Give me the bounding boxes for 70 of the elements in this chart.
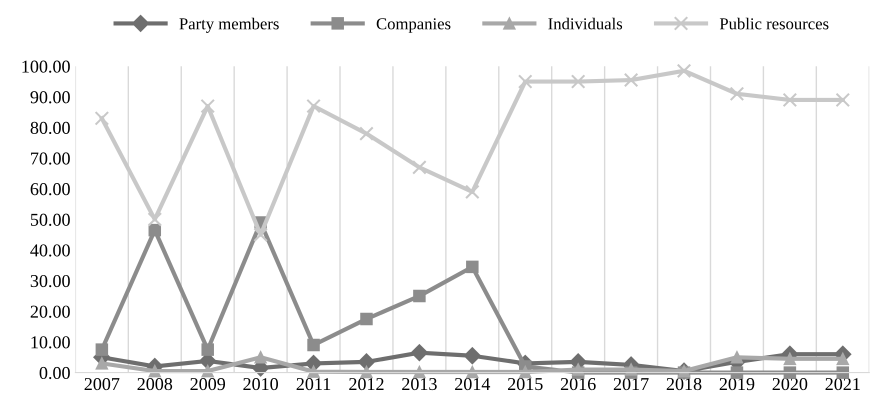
point <box>96 343 108 356</box>
point <box>466 260 479 274</box>
point <box>412 160 427 175</box>
point <box>730 86 744 102</box>
point <box>624 72 638 88</box>
point <box>730 351 744 364</box>
legend-label: Companies <box>376 18 450 33</box>
point <box>784 352 796 366</box>
point <box>836 366 850 379</box>
point <box>358 353 376 370</box>
point <box>410 344 428 362</box>
point <box>784 366 796 379</box>
point <box>147 212 162 227</box>
point <box>148 224 162 236</box>
x-tick-label: 2018 <box>666 378 702 390</box>
x-tick-label: 2013 <box>402 378 437 390</box>
legend-label: Public resources <box>720 18 828 30</box>
point <box>96 357 108 370</box>
point <box>148 364 162 378</box>
y-tick-label: 30.00 <box>30 274 70 288</box>
point <box>465 184 480 200</box>
point <box>307 365 320 378</box>
y-tick-label: 60.00 <box>30 183 70 196</box>
x-tick-label: 2017 <box>614 378 649 390</box>
y-tick-label: 10.00 <box>31 336 70 348</box>
x-tick-label: 2011 <box>296 378 330 390</box>
point <box>518 74 533 89</box>
legend-label: Individuals <box>548 18 622 30</box>
point <box>782 92 798 108</box>
y-tick-label: 100.00 <box>22 60 70 73</box>
x-tick-label: 2008 <box>138 378 172 390</box>
x-tick-label: 2015 <box>508 378 543 390</box>
point <box>94 111 110 126</box>
point <box>413 290 426 302</box>
point <box>466 366 479 378</box>
point <box>413 366 426 378</box>
point <box>624 363 638 376</box>
legend-label: Party members <box>179 18 279 33</box>
point <box>201 364 214 378</box>
point <box>836 352 850 366</box>
x-tick-label: 2016 <box>560 378 596 390</box>
point <box>254 351 267 364</box>
point <box>572 363 584 376</box>
point <box>360 312 373 326</box>
y-tick-label: 0.00 <box>40 366 70 380</box>
x-tick-label: 2010 <box>243 378 278 390</box>
x-tick-label: 2009 <box>190 378 226 390</box>
point <box>200 98 215 114</box>
point <box>359 126 374 141</box>
point <box>676 64 692 78</box>
point <box>306 98 321 114</box>
point <box>253 227 268 242</box>
point <box>201 343 214 356</box>
x-tick-label: 2019 <box>720 378 754 390</box>
point <box>307 338 320 352</box>
y-tick-label: 90.00 <box>30 91 70 104</box>
y-tick-label: 20.00 <box>30 306 70 318</box>
x-tick-label: 2021 <box>826 378 860 390</box>
point <box>464 347 481 364</box>
point <box>730 366 744 379</box>
x-tick-label: 2014 <box>455 378 490 390</box>
x-tick-label: 2012 <box>349 378 384 390</box>
y-tick-label: 50.00 <box>30 214 70 226</box>
y-tick-label: 40.00 <box>30 244 70 257</box>
point <box>836 92 850 108</box>
x-tick-label: 2020 <box>772 378 808 390</box>
x-tick-label: 2007 <box>84 378 120 390</box>
point <box>570 74 586 89</box>
y-tick-label: 80.00 <box>30 122 70 134</box>
y-tick-label: 70.00 <box>31 152 70 165</box>
